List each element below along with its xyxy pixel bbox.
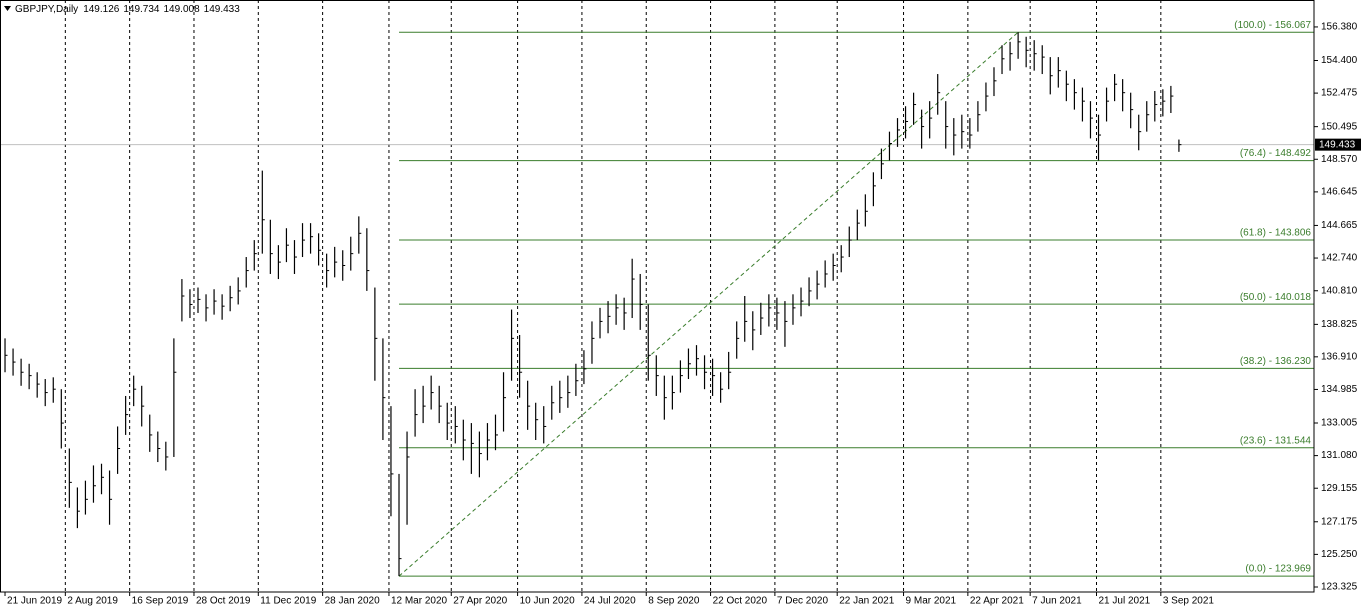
symbol-menu-arrow[interactable] bbox=[4, 6, 11, 11]
x-tick-label: 8 Sep 2020 bbox=[648, 596, 700, 607]
chart-header: GBPJPY,Daily 149.126 149.734 149.008 149.433 bbox=[15, 4, 240, 15]
current-price-tag bbox=[1315, 138, 1361, 151]
x-tick-label: 11 Dec 2019 bbox=[260, 596, 316, 607]
fib-level-label: (38.2) - 136.230 bbox=[1240, 356, 1312, 367]
y-tick-label: 144.665 bbox=[1321, 220, 1358, 231]
symbol: GBPJPY,Daily bbox=[15, 4, 78, 15]
last-high: 149.734 bbox=[123, 4, 160, 15]
y-tick-label: 152.475 bbox=[1321, 88, 1358, 99]
x-tick-label: 22 Jan 2021 bbox=[839, 596, 894, 607]
fib-level-label: (100.0) - 156.067 bbox=[1234, 20, 1311, 31]
y-tick-label: 154.400 bbox=[1321, 55, 1358, 66]
x-tick-label: 2 Aug 2019 bbox=[67, 596, 118, 607]
x-tick-label: 16 Sep 2019 bbox=[132, 596, 189, 607]
x-tick-label: 21 Jun 2019 bbox=[7, 596, 62, 607]
x-tick-label: 22 Oct 2020 bbox=[713, 596, 768, 607]
fib-level-label: (76.4) - 148.492 bbox=[1240, 148, 1312, 159]
y-tick-label: 131.080 bbox=[1321, 450, 1358, 461]
fib-trend-line bbox=[398, 31, 1019, 577]
x-tick-label: 22 Apr 2021 bbox=[970, 596, 1024, 607]
y-tick-label: 129.155 bbox=[1321, 483, 1358, 494]
fib-level-label: (0.0) - 123.969 bbox=[1245, 564, 1311, 575]
x-tick-label: 27 Apr 2020 bbox=[453, 596, 507, 607]
y-tick-label: 140.810 bbox=[1321, 285, 1358, 296]
fib-level-label: (61.8) - 143.806 bbox=[1240, 228, 1312, 239]
y-tick-label: 150.495 bbox=[1321, 121, 1358, 132]
y-tick-label: 134.985 bbox=[1321, 384, 1358, 395]
y-tick-label: 146.645 bbox=[1321, 187, 1358, 198]
y-tick-label: 136.910 bbox=[1321, 351, 1358, 362]
current-price-label: 149.433 bbox=[1319, 139, 1356, 150]
y-tick-label: 127.175 bbox=[1321, 516, 1358, 527]
x-tick-label: 10 Jun 2020 bbox=[520, 596, 575, 607]
y-tick-label: 148.570 bbox=[1321, 154, 1358, 165]
y-tick-label: 142.740 bbox=[1321, 253, 1358, 264]
y-tick-label: 123.325 bbox=[1321, 582, 1358, 593]
plot-frame bbox=[0, 0, 1315, 593]
x-tick-label: 24 Jul 2020 bbox=[584, 596, 636, 607]
x-tick-label: 28 Jan 2020 bbox=[325, 596, 380, 607]
x-tick-label: 28 Oct 2019 bbox=[196, 596, 251, 607]
x-tick-label: 7 Dec 2020 bbox=[777, 596, 829, 607]
y-tick-label: 138.825 bbox=[1321, 319, 1358, 330]
y-tick-label: 156.380 bbox=[1321, 22, 1358, 33]
y-tick-label: 125.250 bbox=[1321, 549, 1358, 560]
x-tick-label: 7 Jun 2021 bbox=[1032, 596, 1082, 607]
fib-level-label: (23.6) - 131.544 bbox=[1240, 435, 1312, 446]
x-tick-label: 12 Mar 2020 bbox=[391, 596, 448, 607]
last-low: 149.008 bbox=[164, 4, 201, 15]
y-tick-label: 133.005 bbox=[1321, 418, 1358, 429]
x-tick-label: 9 Mar 2021 bbox=[906, 596, 957, 607]
last-close: 149.433 bbox=[204, 4, 241, 15]
last-open: 149.126 bbox=[83, 4, 120, 15]
x-tick-label: 21 Jul 2021 bbox=[1099, 596, 1151, 607]
fib-level-label: (50.0) - 140.018 bbox=[1240, 292, 1312, 303]
x-tick-label: 3 Sep 2021 bbox=[1163, 596, 1215, 607]
